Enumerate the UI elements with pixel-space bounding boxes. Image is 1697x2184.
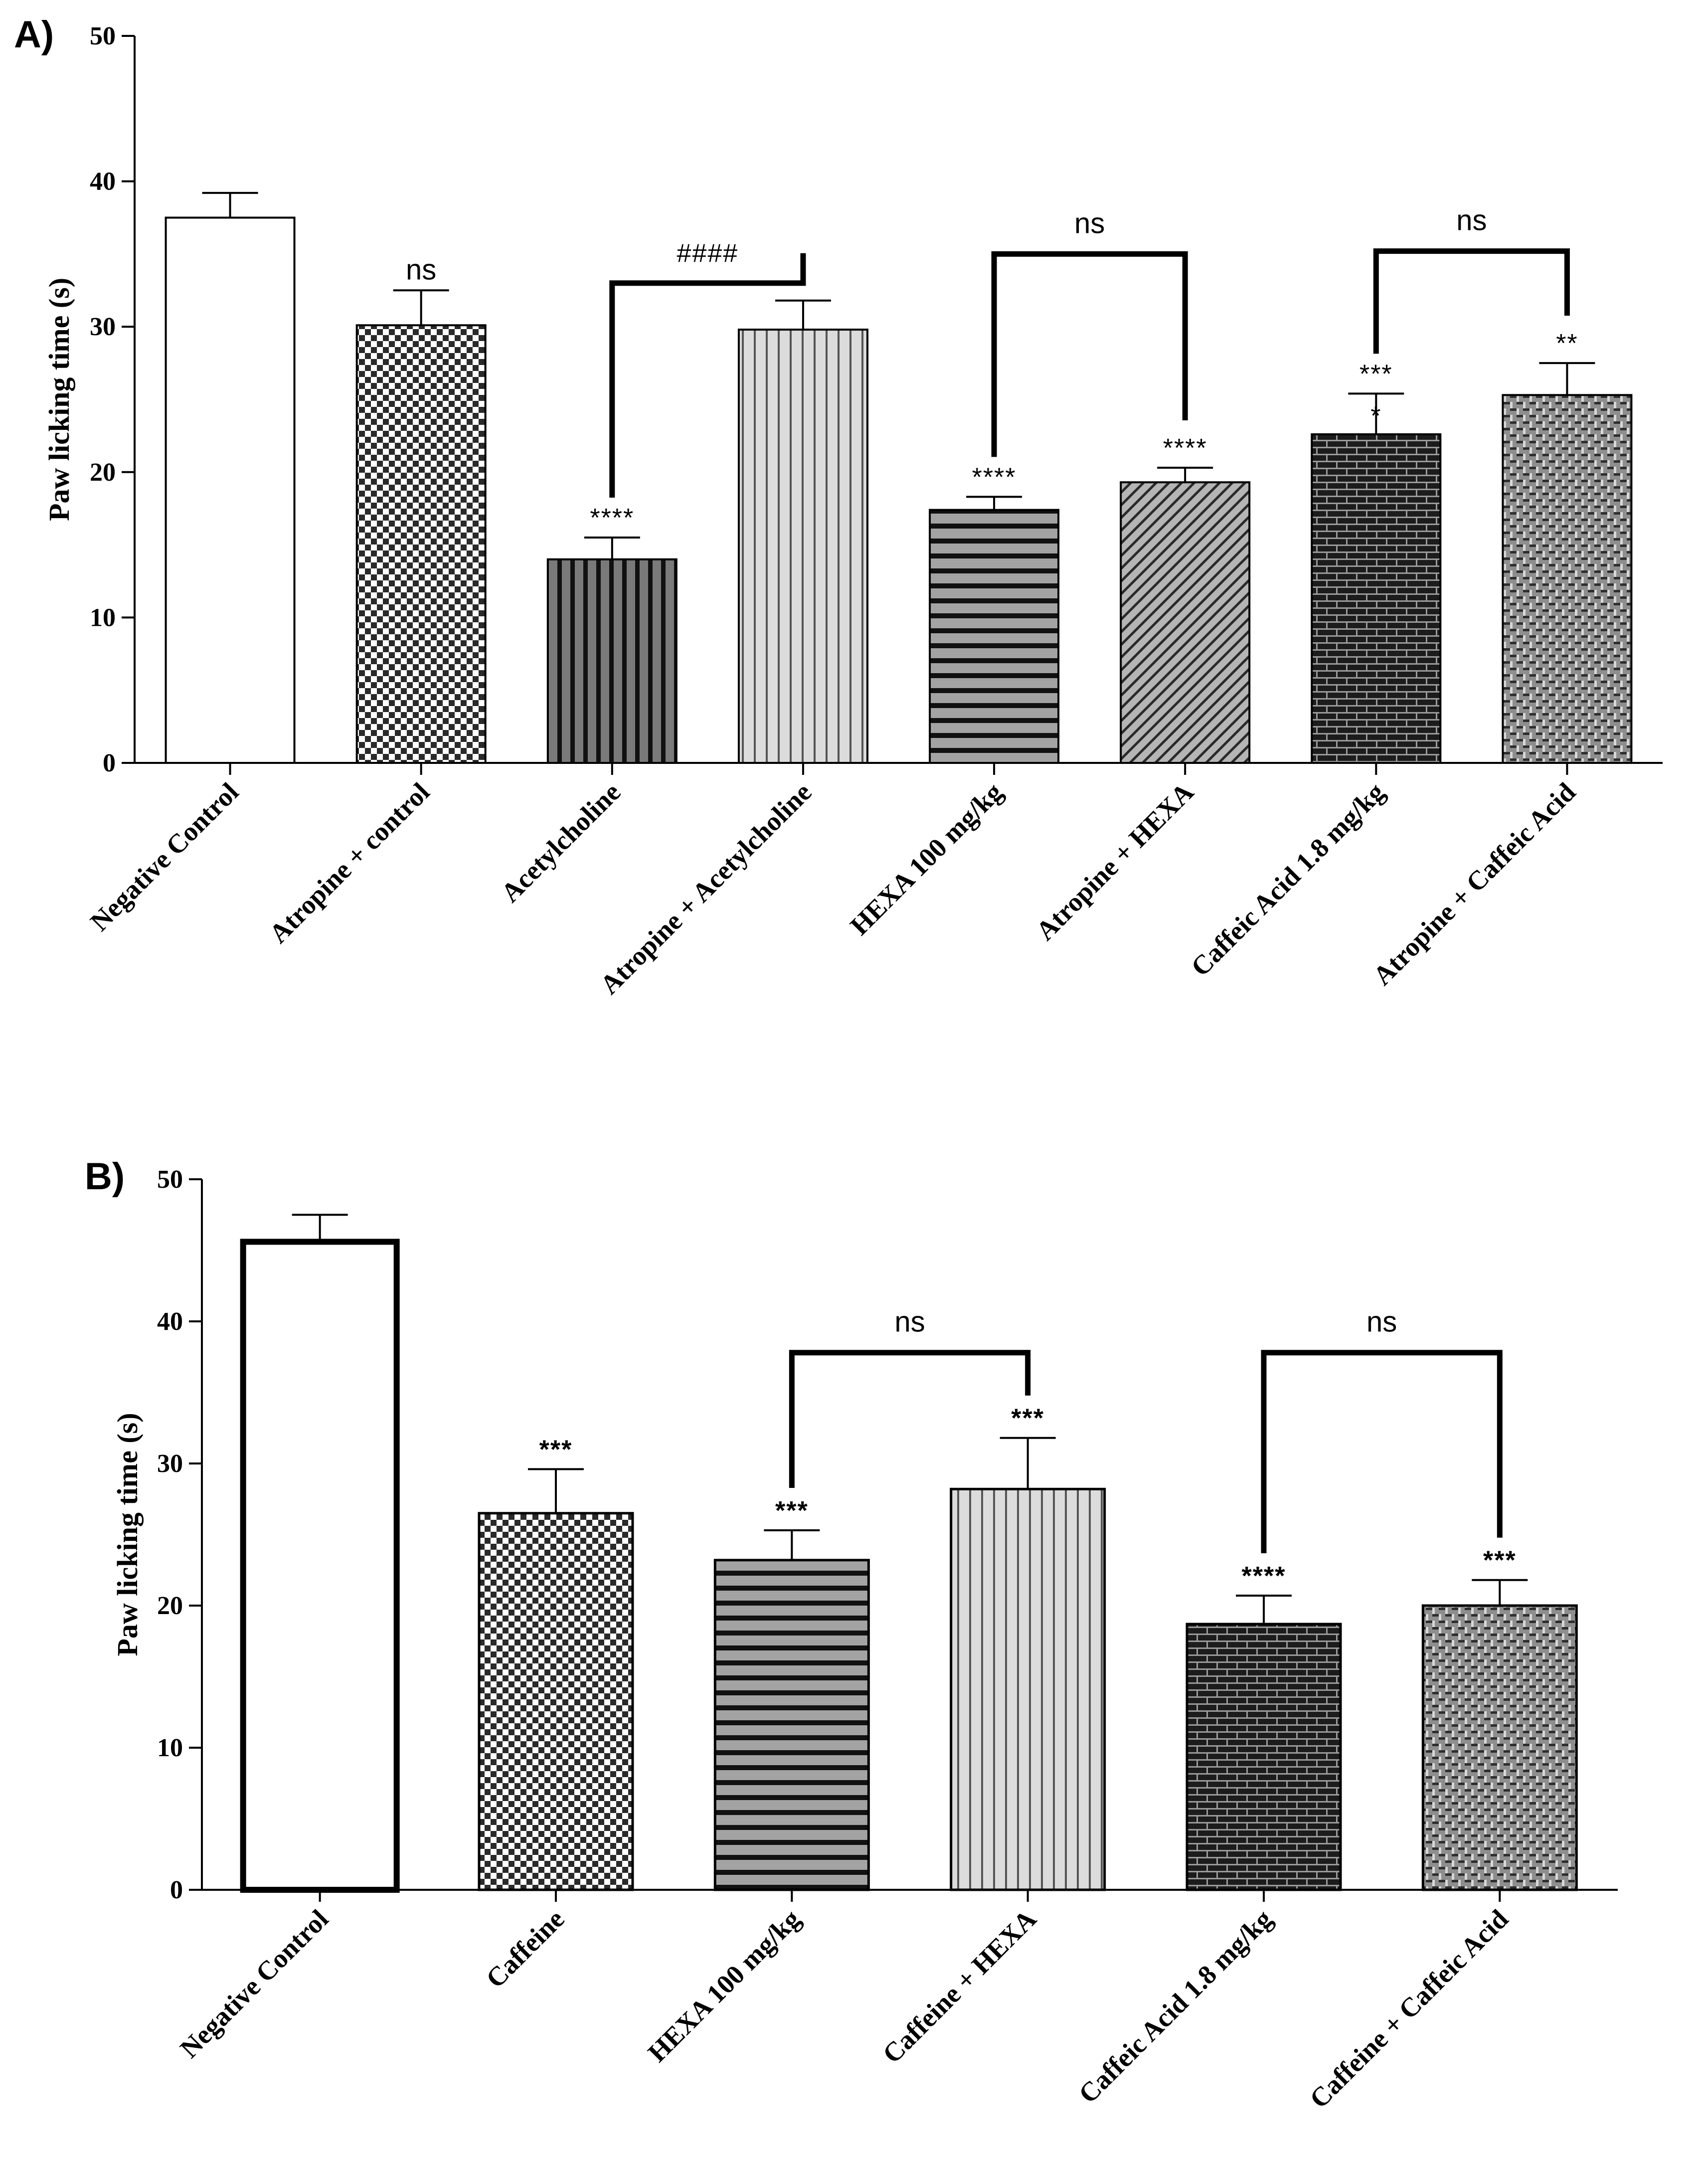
significance-label: *** [1359, 360, 1393, 388]
x-tick-label: Atropine + HEXA [1030, 777, 1199, 946]
bar-4 [950, 1487, 1106, 1891]
bar-5 [1186, 1623, 1342, 1891]
y-tick-label: 50 [90, 22, 116, 50]
bar-1 [240, 1239, 400, 1893]
x-tick-label: Atropine + control [263, 777, 435, 949]
comparison-bracket [789, 1350, 1031, 1488]
significance-label: ** [1556, 329, 1578, 358]
bracket-label: ns [1366, 1306, 1397, 1338]
y-tick-label: 50 [157, 1165, 183, 1194]
y-tick-label: 40 [90, 168, 116, 196]
y-tick-label: 20 [90, 458, 116, 487]
x-tick-label: HEXA 100 mg/kg [642, 1904, 806, 2068]
y-tick-label: 40 [157, 1307, 183, 1336]
bar-2 [478, 1512, 634, 1891]
y-tick-label: 10 [157, 1734, 183, 1762]
panel-a-chart: A) Paw licking time (s) 0 10 20 30 40 50 Negativ… [14, 13, 1663, 1000]
y-tick-label: 30 [157, 1450, 183, 1478]
significance-label: ns [406, 253, 436, 286]
bar-1 [165, 216, 296, 764]
comparison-bracket [991, 251, 1188, 457]
bracket-label: #### [677, 239, 739, 268]
panel-a-label: A) [14, 13, 54, 56]
comparison-bracket [609, 253, 806, 498]
significance-label: **** [590, 504, 634, 533]
significance-label: * [1370, 401, 1381, 430]
y-tick-label: 30 [90, 313, 116, 341]
panel-b-chart: B) Paw licking time (s) 0 10 20 30 40 50 Negativ… [85, 1155, 1618, 2114]
x-tick-label: Negative Control [84, 777, 244, 937]
x-tick-label: Atropine + Acetylcholine [594, 777, 817, 1000]
y-axis-label: Paw licking time (s) [43, 278, 75, 521]
bracket-label: ns [1074, 207, 1105, 239]
x-tick-label: Caffeic Acid 1.8 mg/kg [1185, 777, 1390, 982]
significance-label: *** [1011, 1404, 1044, 1433]
bracket-label: ns [894, 1306, 925, 1338]
x-tick-label: Acetylcholine [495, 777, 626, 908]
y-tick-label: 10 [90, 603, 116, 632]
x-tick-label: Caffeine + Caffeic Acid [1304, 1904, 1514, 2114]
significance-label: *** [1483, 1546, 1517, 1575]
bar-7 [1311, 433, 1442, 764]
bar-6 [1421, 1604, 1578, 1891]
bar-8 [1502, 394, 1633, 764]
significance-label: *** [775, 1496, 809, 1525]
bar-3 [546, 558, 678, 764]
y-tick-label: 20 [157, 1592, 183, 1620]
x-tick-label: Atropine + Caffeic Acid [1367, 777, 1581, 991]
y-axis-label: Paw licking time (s) [111, 1413, 144, 1656]
comparison-bracket [1373, 248, 1570, 354]
significance-label: **** [1163, 434, 1207, 463]
significance-label: **** [1242, 1562, 1286, 1591]
x-tick-label: HEXA 100 mg/kg [845, 777, 1009, 941]
comparison-bracket [1261, 1350, 1503, 1554]
bracket-label: ns [1456, 204, 1487, 237]
bar-6 [1120, 481, 1251, 764]
bar-2 [355, 324, 487, 764]
bar-5 [929, 509, 1060, 764]
x-tick-label: Caffeine [480, 1904, 570, 1994]
significance-label: **** [972, 463, 1017, 492]
significance-label: *** [539, 1435, 573, 1464]
bar-4 [737, 329, 868, 764]
y-tick-label: 0 [103, 749, 116, 777]
x-tick-label: Caffeine + HEXA [877, 1904, 1042, 2069]
y-tick-label: 0 [170, 1876, 183, 1904]
x-tick-label: Negative Control [174, 1904, 335, 2064]
bar-3 [713, 1559, 870, 1891]
panel-b-label: B) [85, 1155, 125, 1198]
x-tick-label: Caffeic Acid 1.8 mg/kg [1073, 1904, 1278, 2109]
